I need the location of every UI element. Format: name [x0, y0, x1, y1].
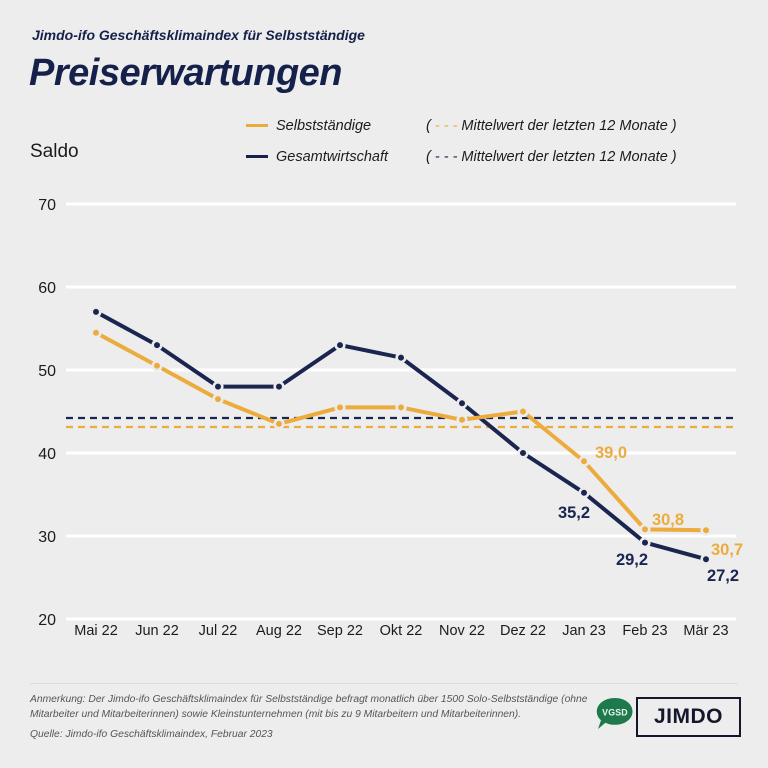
svg-text:39,0: 39,0: [595, 444, 627, 462]
svg-text:VGSD: VGSD: [602, 708, 628, 718]
svg-text:50: 50: [38, 363, 56, 380]
svg-text:Jun 22: Jun 22: [135, 623, 179, 639]
svg-text:Okt 22: Okt 22: [380, 623, 423, 639]
svg-text:30,8: 30,8: [652, 511, 684, 529]
svg-text:60: 60: [38, 280, 56, 297]
svg-text:Sep 22: Sep 22: [317, 623, 363, 639]
svg-text:Jul 22: Jul 22: [199, 623, 238, 639]
svg-text:30: 30: [38, 529, 56, 546]
svg-text:Jan 23: Jan 23: [562, 623, 606, 639]
svg-text:Nov 22: Nov 22: [439, 623, 485, 639]
svg-text:Feb 23: Feb 23: [622, 623, 667, 639]
svg-text:30,7: 30,7: [711, 541, 743, 559]
svg-text:Aug 22: Aug 22: [256, 623, 302, 639]
svg-text:Dez 22: Dez 22: [500, 623, 546, 639]
svg-text:27,2: 27,2: [707, 567, 739, 585]
svg-text:Mär 23: Mär 23: [683, 623, 728, 639]
svg-text:20: 20: [38, 612, 56, 629]
svg-text:35,2: 35,2: [558, 504, 590, 522]
svg-text:70: 70: [38, 197, 56, 214]
svg-text:29,2: 29,2: [616, 551, 648, 569]
svg-text:40: 40: [38, 446, 56, 463]
svg-text:Mai 22: Mai 22: [74, 623, 118, 639]
